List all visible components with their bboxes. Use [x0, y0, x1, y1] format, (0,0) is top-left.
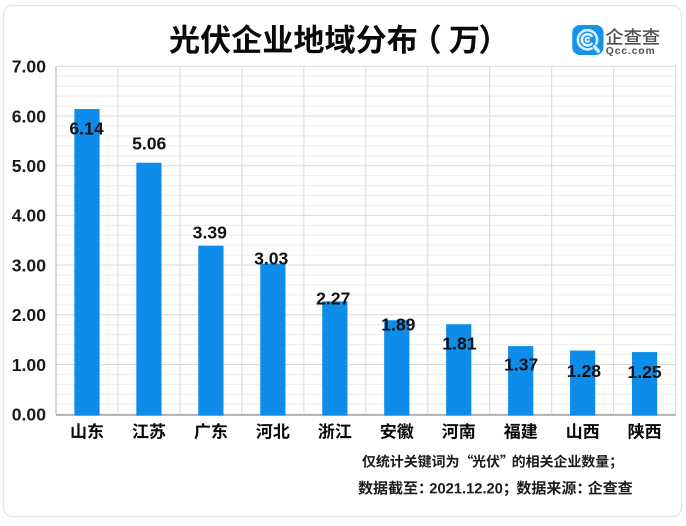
- svg-text:1.89: 1.89: [381, 315, 415, 335]
- svg-text:3.39: 3.39: [193, 223, 227, 243]
- svg-text:5.00: 5.00: [12, 156, 46, 176]
- svg-text:1.37: 1.37: [504, 355, 538, 375]
- svg-text:1.25: 1.25: [627, 362, 661, 382]
- svg-text:0.00: 0.00: [12, 405, 46, 425]
- svg-text:6.14: 6.14: [69, 119, 103, 139]
- svg-text:5.06: 5.06: [132, 133, 166, 153]
- svg-text:2.27: 2.27: [316, 289, 350, 309]
- svg-text:1.28: 1.28: [567, 361, 601, 381]
- svg-text:3.03: 3.03: [254, 249, 288, 269]
- svg-text:4.00: 4.00: [12, 206, 46, 226]
- svg-text:1.81: 1.81: [442, 334, 476, 354]
- svg-text:1.00: 1.00: [12, 355, 46, 375]
- svg-text:Qcc.com: Qcc.com: [606, 46, 656, 57]
- svg-text:3.00: 3.00: [12, 255, 46, 275]
- svg-text:6.00: 6.00: [12, 106, 46, 126]
- svg-text:2.00: 2.00: [12, 305, 46, 325]
- svg-text:7.00: 7.00: [12, 57, 46, 77]
